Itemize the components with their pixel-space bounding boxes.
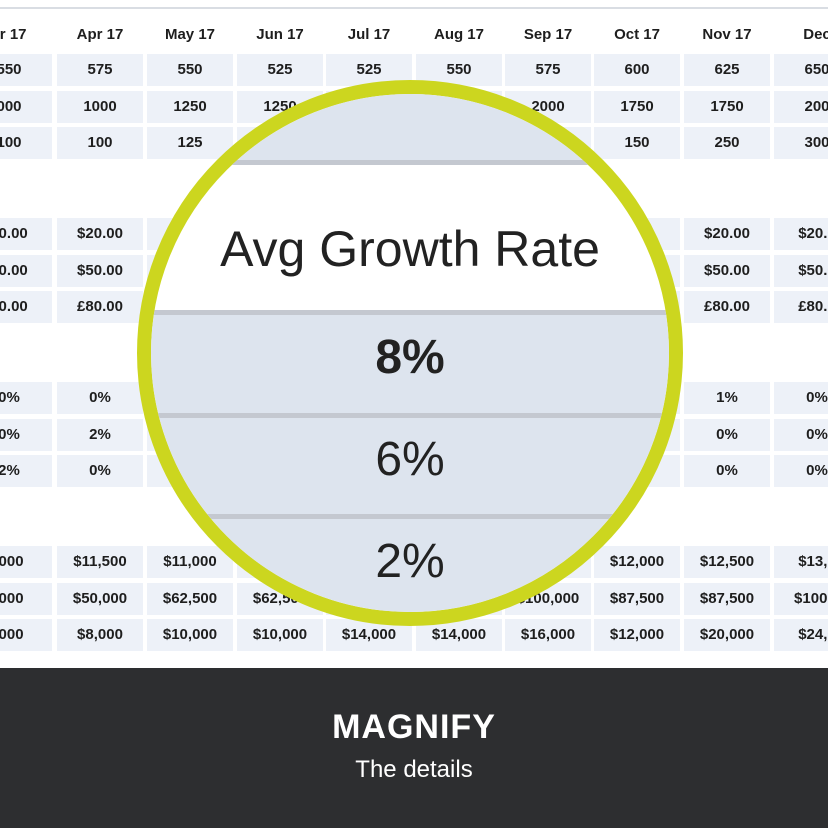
table-cell: $10,000: [147, 619, 233, 651]
table-cell: ,000: [0, 583, 52, 615]
table-cell: 1000: [57, 91, 143, 123]
table-cell: 300: [774, 127, 828, 159]
month-header: May 17: [164, 26, 216, 43]
table-cell: 50.00: [0, 255, 52, 287]
table-cell: $50.00: [684, 255, 770, 287]
month-header: ar 17: [0, 26, 27, 43]
table-cell: $20.0: [774, 218, 828, 250]
table-cell: 575: [57, 54, 143, 86]
lens-separator: [151, 160, 669, 165]
month-header: Dec: [803, 26, 828, 43]
table-cell: $10,000: [237, 619, 323, 651]
footer-subtitle: The details: [355, 756, 473, 783]
table-cell: $16,000: [505, 619, 591, 651]
lens-row-band: [151, 315, 669, 413]
table-cell: $87,500: [684, 583, 770, 615]
table-cell: 650: [774, 54, 828, 86]
footer-title: MAGNIFY: [332, 708, 496, 746]
table-cell: 0%: [0, 419, 52, 451]
magnifier-lens: Avg Growth Rate 8% 6% 2%: [137, 80, 683, 626]
table-cell: 250: [684, 127, 770, 159]
table-cell: 0%: [684, 455, 770, 487]
table-cell: 2%: [57, 419, 143, 451]
lens-value: 6%: [375, 433, 445, 486]
table-cell: $100,0: [774, 583, 828, 615]
table-cell: 0%: [0, 382, 52, 414]
table-cell: 550: [0, 54, 52, 86]
table-cell: 0%: [57, 455, 143, 487]
table-cell: $50,000: [57, 583, 143, 615]
table-cell: $50.0: [774, 255, 828, 287]
table-cell: $12,500: [684, 546, 770, 578]
table-cell: 0%: [774, 382, 828, 414]
lens-row-band: [151, 519, 669, 612]
lens-top-band: [151, 94, 669, 160]
table-cell: ,000: [0, 619, 52, 651]
table-cell: £80.00: [684, 291, 770, 323]
table-cell: $20,000: [684, 619, 770, 651]
table-cell: ,000: [0, 546, 52, 578]
month-header: Sep 17: [523, 26, 573, 43]
lens-value-bold: 8%: [375, 331, 445, 384]
month-header: Jun 17: [256, 26, 304, 43]
lens-row-band: [151, 418, 669, 514]
table-cell: £80.00: [57, 291, 143, 323]
month-header: Apr 17: [76, 26, 124, 43]
table-cell: $11,500: [57, 546, 143, 578]
table-cell: 550: [147, 54, 233, 86]
table-cell: 575: [505, 54, 591, 86]
table-cell: £80.0: [774, 291, 828, 323]
table-cell: 50.00: [0, 291, 52, 323]
table-cell: 200: [774, 91, 828, 123]
table-cell: 525: [237, 54, 323, 86]
table-cell: $50.00: [57, 255, 143, 287]
table-cell: 2%: [0, 455, 52, 487]
table-cell: 0%: [774, 455, 828, 487]
month-header: Oct 17: [614, 26, 660, 43]
month-header: Jul 17: [347, 26, 391, 43]
table-cell: 100: [0, 127, 52, 159]
table-cell: $20.00: [57, 218, 143, 250]
lens-separator: [151, 413, 669, 418]
table-cell: $24,0: [774, 619, 828, 651]
table-cell: $8,000: [57, 619, 143, 651]
month-header: Aug 17: [433, 26, 484, 43]
month-header: Nov 17: [702, 26, 752, 43]
lens-separator: [151, 514, 669, 519]
sheet-top-border: [0, 7, 828, 9]
table-cell: 625: [684, 54, 770, 86]
caption-footer: MAGNIFY The details: [0, 668, 828, 828]
table-cell: 600: [594, 54, 680, 86]
table-cell: $12,000: [594, 619, 680, 651]
spreadsheet-background: ar 17 Apr 17 May 17 Jun 17 Jul 17 Aug 17 Sep 1…: [0, 7, 828, 651]
table-cell: 0%: [684, 419, 770, 451]
table-cell: 000: [0, 91, 52, 123]
table-cell: 20.00: [0, 218, 52, 250]
table-cell: 100: [57, 127, 143, 159]
table-cell: $13,0: [774, 546, 828, 578]
table-cell: 1750: [684, 91, 770, 123]
table-cell: 0%: [57, 382, 143, 414]
lens-value: 2%: [375, 535, 445, 588]
table-cell: 0%: [774, 419, 828, 451]
table-cell: $14,000: [416, 619, 502, 651]
table-cell: 1%: [684, 382, 770, 414]
lens-separator: [151, 310, 669, 315]
table-cell: $20.00: [684, 218, 770, 250]
lens-heading: Avg Growth Rate: [220, 221, 600, 277]
